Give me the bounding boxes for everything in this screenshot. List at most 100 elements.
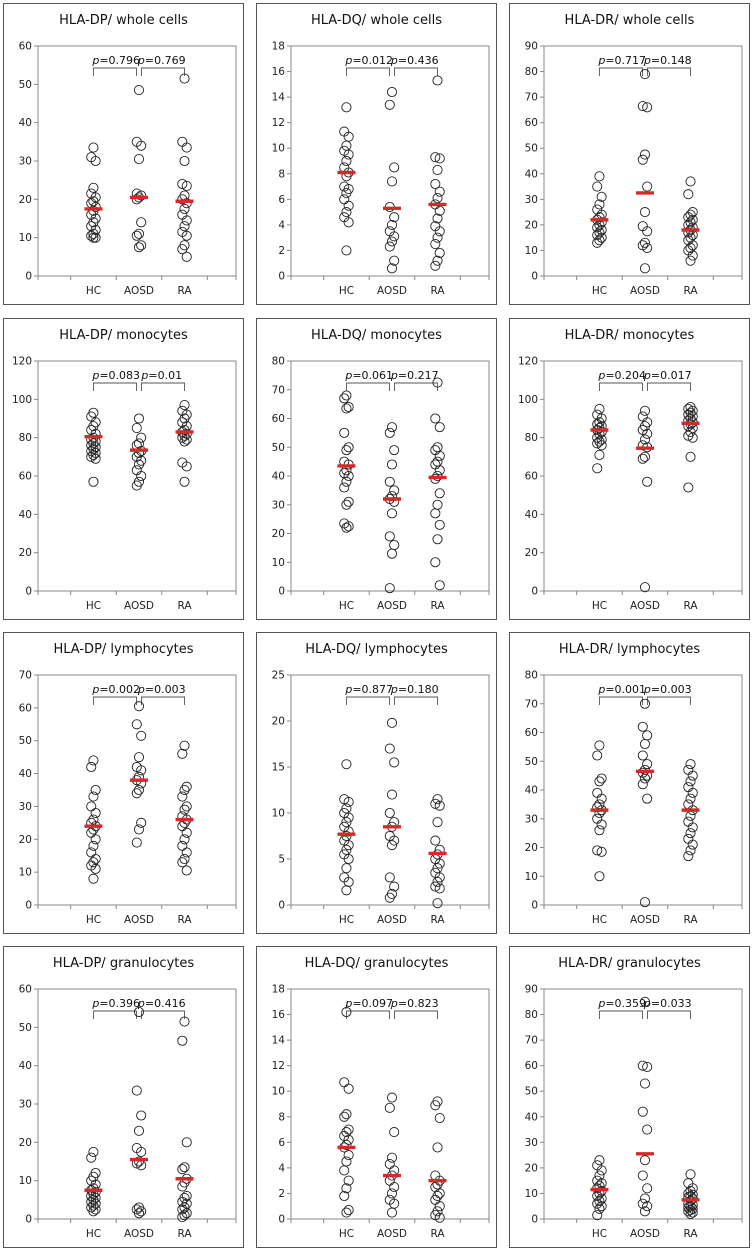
data-point <box>432 255 443 266</box>
y-tick-label: 15 <box>272 762 285 774</box>
data-point <box>386 1207 398 1218</box>
data-point <box>181 827 192 838</box>
data-point <box>430 260 441 271</box>
y-tick-label: 70 <box>19 670 32 682</box>
data-point <box>637 453 648 464</box>
y-tick-label: 50 <box>272 442 285 454</box>
y-tick-label: 20 <box>19 834 32 846</box>
x-category-label: HC <box>339 600 354 612</box>
p-value-label: p=0.436 <box>390 54 439 67</box>
y-tick-label: 40 <box>525 785 538 797</box>
plot-frame <box>543 988 743 1220</box>
data-point <box>432 442 443 453</box>
y-tick-label: 20 <box>19 547 32 559</box>
x-category-label: AOSD <box>124 285 154 297</box>
data-point <box>179 155 190 167</box>
y-tick-label: 0 <box>25 900 32 912</box>
y-tick-label: 0 <box>531 271 538 283</box>
data-point <box>90 453 101 464</box>
data-point <box>133 1125 145 1136</box>
y-tick-label: 20 <box>525 1162 538 1174</box>
data-point <box>133 1006 145 1018</box>
data-point <box>181 215 192 226</box>
data-point <box>341 1156 352 1167</box>
y-tick-label: 12 <box>272 117 285 129</box>
p-value-label: p=0.083 <box>91 369 140 382</box>
data-point <box>685 1169 696 1180</box>
data-point <box>642 1061 653 1072</box>
data-point <box>432 534 443 545</box>
y-tick-label: 8 <box>278 1111 285 1123</box>
chart-title: HLA-DP/ whole cells <box>59 13 188 28</box>
data-point <box>592 750 603 761</box>
y-tick-label: 0 <box>25 586 32 598</box>
data-point <box>136 1146 147 1157</box>
p-value-label: p=0.017 <box>643 369 692 382</box>
data-point <box>594 825 605 836</box>
x-category-label: AOSD <box>124 600 154 612</box>
significance-bracket <box>598 696 643 705</box>
data-point <box>341 1109 352 1120</box>
chart-title: HLA-DR/ granulocytes <box>558 956 701 971</box>
data-point <box>343 796 354 808</box>
data-point <box>642 730 653 741</box>
data-point <box>181 781 192 792</box>
data-point <box>639 207 651 218</box>
y-tick-label: 80 <box>272 356 285 368</box>
data-point <box>592 813 603 824</box>
significance-bracket <box>141 382 185 391</box>
x-category-label: HC <box>339 1228 354 1240</box>
chart-svg: HLA-DP/ whole cells 0 10 20 30 40 50 60 HC AOSD RA… <box>19 13 237 297</box>
significance-bracket <box>92 382 137 391</box>
data-point <box>685 1201 696 1212</box>
y-tick-label: 50 <box>19 79 32 91</box>
x-category-label: AOSD <box>630 285 660 297</box>
p-value-label: p=0.204 <box>597 369 646 382</box>
data-point <box>389 445 400 456</box>
y-tick-label: 30 <box>525 813 538 825</box>
y-tick-label: 90 <box>525 984 538 996</box>
x-category-label: HC <box>592 600 607 612</box>
data-point <box>386 86 398 98</box>
plot-frame <box>543 360 743 592</box>
chart-panel: HLA-DQ/ monocytes 0 10 20 30 40 50 60 70 80 HC AOSD… <box>256 318 497 620</box>
data-point <box>181 865 192 876</box>
data-point <box>637 750 648 761</box>
data-point <box>434 1188 445 1199</box>
data-point <box>386 1188 398 1199</box>
data-point <box>592 181 603 192</box>
data-point <box>343 826 354 837</box>
y-tick-label: 0 <box>531 900 538 912</box>
data-point <box>88 232 99 243</box>
data-point <box>343 200 354 211</box>
data-point <box>386 491 398 502</box>
data-point <box>343 521 354 532</box>
data-point <box>594 1196 605 1207</box>
data-point <box>179 221 190 232</box>
data-point <box>594 1203 605 1214</box>
data-point <box>639 1155 651 1166</box>
y-tick-label: 70 <box>272 384 285 396</box>
data-point <box>343 1083 354 1094</box>
data-point <box>88 476 99 487</box>
data-point <box>341 403 352 414</box>
significance-bracket <box>647 67 691 76</box>
data-point <box>133 824 145 835</box>
data-point <box>179 1016 190 1027</box>
plot-frame <box>37 674 237 906</box>
y-tick-label: 80 <box>19 432 32 444</box>
y-tick-label: 40 <box>19 768 32 780</box>
x-category-label: AOSD <box>124 1228 154 1240</box>
data-point <box>181 142 192 153</box>
data-point <box>389 835 400 846</box>
data-point <box>432 164 443 175</box>
data-point <box>386 459 398 470</box>
data-point <box>343 217 354 228</box>
data-point <box>389 485 400 496</box>
y-tick-label: 2 <box>278 1188 285 1200</box>
data-point <box>343 470 354 482</box>
data-point <box>637 411 648 422</box>
y-tick-label: 40 <box>272 471 285 483</box>
data-point <box>343 496 354 507</box>
data-point <box>136 470 147 482</box>
